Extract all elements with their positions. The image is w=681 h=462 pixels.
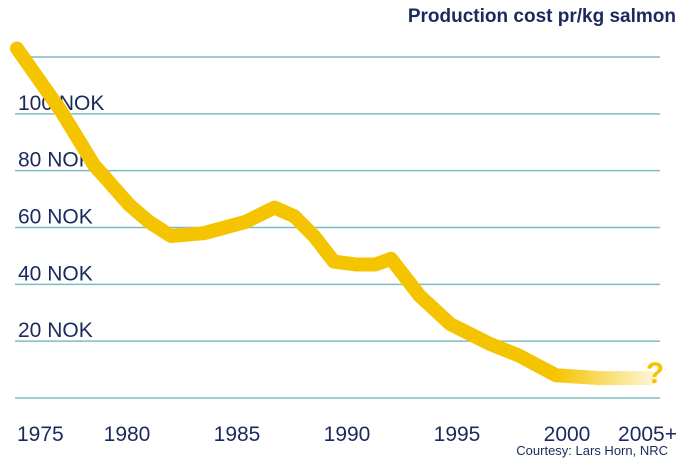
x-tick-label: 1980 <box>104 423 151 446</box>
y-tick-label: 60 NOK <box>18 206 93 229</box>
annotation: ? <box>646 357 664 390</box>
y-tick-label: 20 NOK <box>18 319 93 342</box>
cost-line <box>10 41 658 386</box>
y-tick-label: 40 NOK <box>18 262 93 285</box>
source: Courtesy: Lars Horn, NRC <box>516 443 668 458</box>
x-tick-label: 1985 <box>214 423 261 446</box>
x-tick-label: 1995 <box>434 423 481 446</box>
x-tick-label: 1975 <box>17 423 64 446</box>
x-tick-label: 1990 <box>324 423 371 446</box>
x-tick-label: 2000 <box>544 423 591 446</box>
chart-title: Production cost pr/kg salmon <box>408 6 676 27</box>
y-tick-label: 80 NOK <box>18 149 93 172</box>
x-tick-label: 2005+ <box>618 423 677 446</box>
